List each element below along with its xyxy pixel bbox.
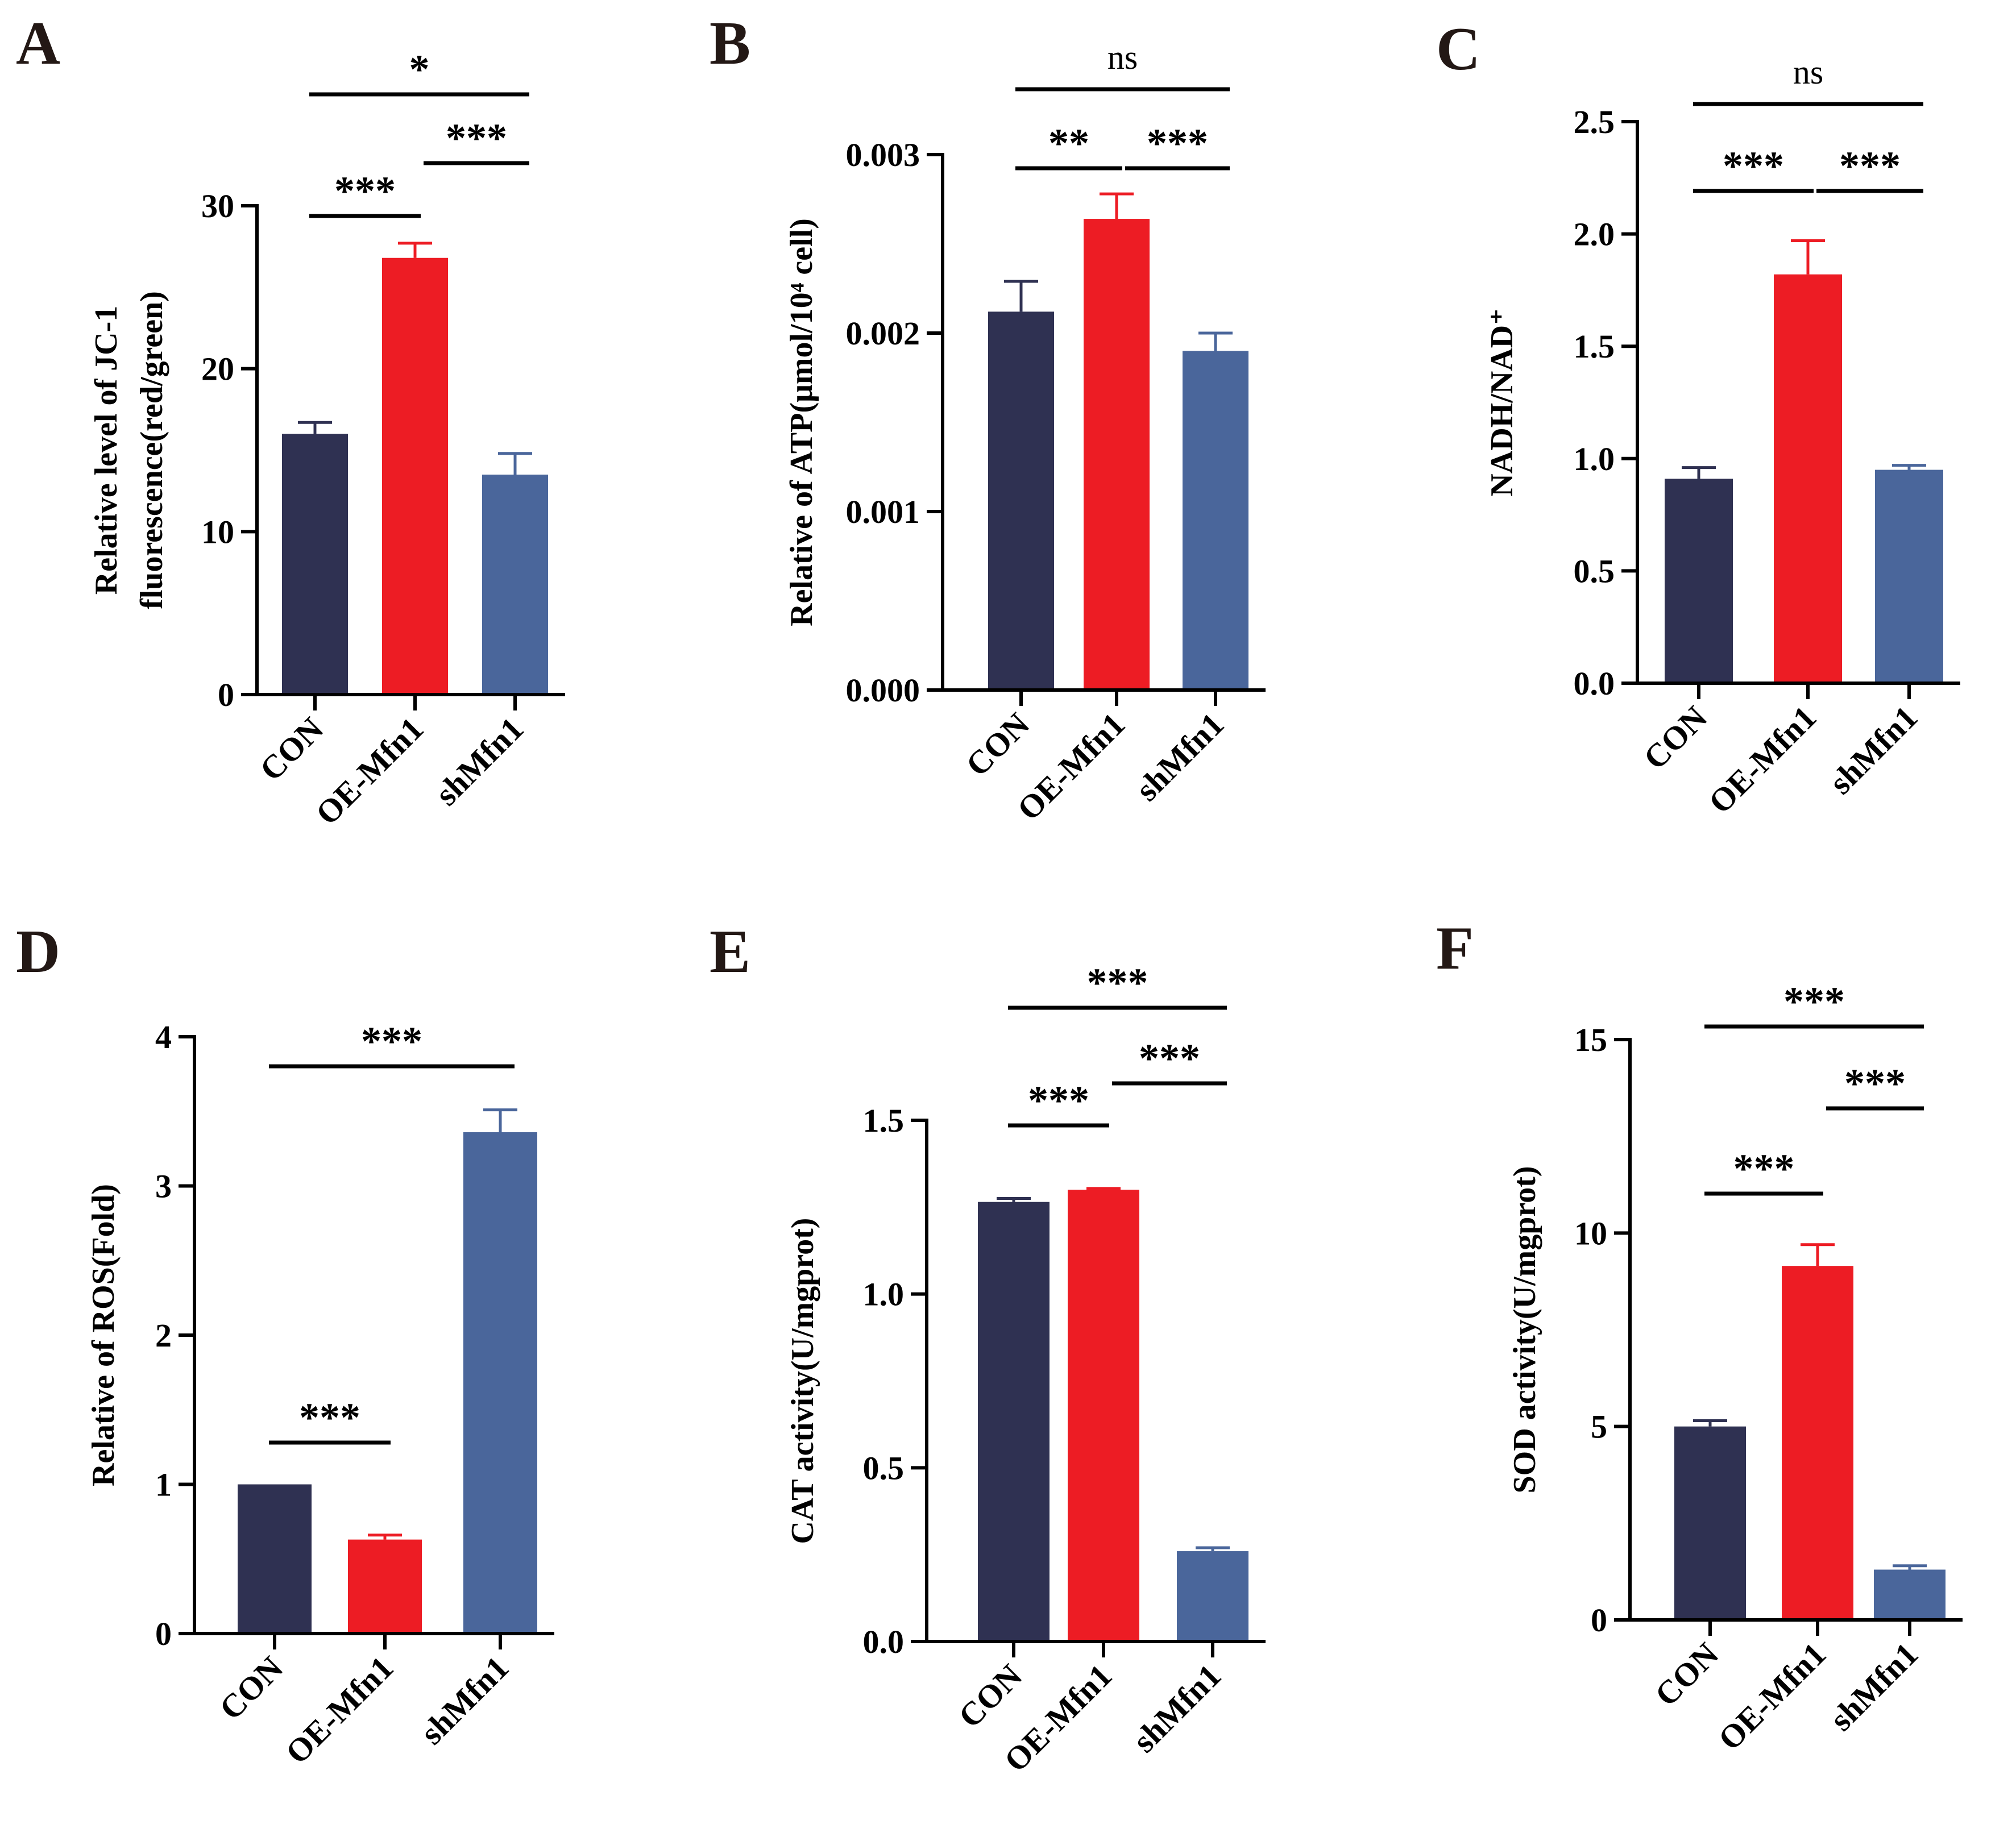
- panel-c-y-tick-label: 2.0: [1574, 216, 1615, 253]
- panel-a-y-tick-label: 10: [201, 513, 234, 550]
- panel-f-significance-label: ***: [1733, 1146, 1795, 1191]
- panel-b-y-tick-label: 0.001: [846, 493, 920, 530]
- panel-b-significance-label: **: [1048, 120, 1089, 166]
- panel-d-bar-oe-mfn1: [348, 1539, 422, 1634]
- panel-d-y-axis-title: Relative of ROS(Fold): [86, 1184, 121, 1486]
- panel-c-y-tick-label: 0.0: [1574, 665, 1615, 702]
- panel-b-significance-label: ns: [1107, 39, 1138, 76]
- panel-e-error-bar-shmfn1: [1196, 1546, 1230, 1552]
- panel-e-significance-label: ***: [1028, 1078, 1089, 1123]
- panel-a-bar-con: [282, 434, 348, 695]
- panel-c-error-bar-con: [1682, 466, 1716, 479]
- panel-a-letter: A: [16, 10, 60, 77]
- panel-c-bar-shmfn1: [1875, 469, 1943, 683]
- panel-f-significance-label: ***: [1783, 979, 1845, 1024]
- panel-e-y-tick-label: 0.0: [863, 1623, 905, 1660]
- panel-a-y-tick-label: 0: [218, 676, 234, 713]
- panel-d-y-tick-label: 2: [155, 1317, 172, 1354]
- panel-d-bar-shmfn1: [463, 1132, 537, 1634]
- panel-d-significance-label: ***: [299, 1395, 360, 1440]
- panel-b-y-axis-title: Relative of ATP(μmol/10⁴ cell): [784, 218, 819, 626]
- panel-c-y-tick-label: 2.5: [1574, 103, 1615, 140]
- panel-a-y-axis-title: fluorescence(red/green): [134, 291, 169, 609]
- panel-d-y-tick-label: 1: [155, 1466, 172, 1503]
- panel-f-significance-label: ***: [1844, 1061, 1906, 1106]
- panel-c-y-axis-title: NADH/NAD⁺: [1484, 308, 1520, 496]
- panel-d-bar-con: [238, 1484, 312, 1634]
- panel-d-y-tick-label: 4: [155, 1019, 172, 1056]
- panel-d-y-tick-label: 3: [155, 1168, 172, 1205]
- panel-c-significance-label: ns: [1793, 53, 1823, 91]
- panel-b-letter: B: [710, 10, 750, 77]
- panel-e-significance-label: ***: [1087, 960, 1148, 1005]
- panel-a-significance-label: *: [409, 47, 430, 92]
- panel-f-error-bar-oe-mfn1: [1801, 1243, 1835, 1266]
- panel-e-error-bar-oe-mfn1: [1086, 1187, 1121, 1190]
- panel-e-bar-oe-mfn1: [1068, 1190, 1139, 1642]
- panel-a-bar-shmfn1: [482, 475, 548, 695]
- panel-c-y-tick-label: 0.5: [1574, 552, 1615, 589]
- panel-e-y-tick-label: 0.5: [863, 1449, 905, 1486]
- panel-f-bar-shmfn1: [1874, 1569, 1946, 1620]
- panel-f-y-tick-label: 10: [1574, 1215, 1607, 1252]
- panel-e-y-tick-label: 1.0: [863, 1276, 905, 1313]
- panel-e-error-bar-con: [997, 1197, 1031, 1202]
- panel-a-error-bar-con: [298, 421, 332, 434]
- panel-d-error-bar-shmfn1: [483, 1108, 517, 1132]
- panel-c-error-bar-shmfn1: [1892, 464, 1926, 470]
- panel-c-significance-label: ***: [1839, 143, 1901, 189]
- panel-a-error-bar-shmfn1: [498, 452, 532, 475]
- panel-e-y-axis-title: CAT activity(U/mgprot): [785, 1218, 820, 1544]
- panel-b-y-tick-label: 0.003: [846, 136, 920, 173]
- panel-d-error-bar-oe-mfn1: [368, 1534, 402, 1540]
- panel-a-y-tick-label: 30: [201, 188, 234, 225]
- panel-a-bar-oe-mfn1: [382, 257, 448, 695]
- panel-f-error-bar-con: [1693, 1419, 1727, 1427]
- panel-b-y-tick-label: 0.000: [846, 672, 920, 709]
- panel-b-y-tick-label: 0.002: [846, 315, 920, 352]
- panel-d-significance-label: ***: [361, 1019, 422, 1064]
- panel-e-letter: E: [710, 918, 750, 986]
- panel-e-bar-con: [978, 1202, 1050, 1642]
- panel-b-significance-label: ***: [1147, 120, 1208, 166]
- panel-a-y-axis-title: Relative level of JC-1: [89, 306, 124, 595]
- panel-a-error-bar-oe-mfn1: [398, 242, 432, 258]
- panel-a-significance-label: ***: [446, 115, 507, 161]
- panel-b-bar-con: [988, 311, 1054, 690]
- panel-f-error-bar-shmfn1: [1893, 1564, 1927, 1570]
- panel-c-y-tick-label: 1.5: [1574, 328, 1615, 365]
- panel-f-y-tick-label: 15: [1574, 1021, 1607, 1058]
- panel-c-significance-label: ***: [1723, 143, 1784, 189]
- panel-b-error-bar-oe-mfn1: [1100, 192, 1134, 219]
- panel-c-bar-con: [1665, 479, 1733, 683]
- panel-b-bar-oe-mfn1: [1084, 219, 1150, 690]
- panel-d-y-tick-label: 0: [155, 1615, 172, 1652]
- panel-e-y-tick-label: 1.5: [863, 1102, 905, 1139]
- panel-e-bar-shmfn1: [1177, 1551, 1248, 1642]
- panel-f-bar-con: [1674, 1426, 1746, 1620]
- panel-b-bar-shmfn1: [1183, 351, 1248, 690]
- panel-e-significance-label: ***: [1139, 1036, 1200, 1081]
- panel-a-y-tick-label: 20: [201, 351, 234, 388]
- panel-b-error-bar-shmfn1: [1198, 331, 1233, 351]
- panel-d-letter: D: [16, 918, 60, 986]
- panel-c-y-tick-label: 1.0: [1574, 441, 1615, 477]
- panel-f-letter: F: [1436, 915, 1474, 982]
- panel-f-y-axis-title: SOD activity(U/mgprot): [1507, 1166, 1542, 1494]
- panel-b-error-bar-con: [1004, 280, 1038, 312]
- panel-f-y-tick-label: 0: [1591, 1602, 1607, 1639]
- panel-c-letter: C: [1436, 15, 1480, 83]
- panel-c-error-bar-oe-mfn1: [1791, 239, 1825, 275]
- panel-a-significance-label: ***: [334, 168, 396, 214]
- panel-f-bar-oe-mfn1: [1782, 1266, 1853, 1620]
- panel-c-bar-oe-mfn1: [1774, 274, 1842, 684]
- panel-f-y-tick-label: 5: [1591, 1408, 1607, 1445]
